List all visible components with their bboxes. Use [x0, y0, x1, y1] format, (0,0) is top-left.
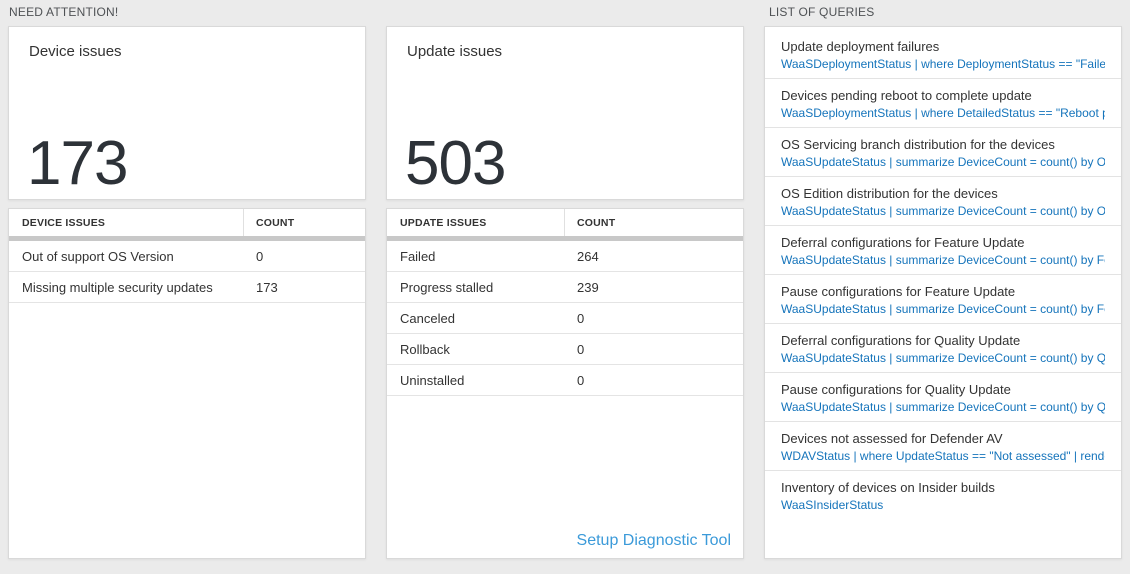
- query-list-item[interactable]: Inventory of devices on Insider builds W…: [765, 471, 1121, 519]
- query-list-item[interactable]: Update deployment failures WaaSDeploymen…: [765, 27, 1121, 79]
- query-list-item[interactable]: Pause configurations for Quality Update …: [765, 373, 1121, 422]
- device-issues-count: 173: [27, 129, 128, 198]
- query-title: Pause configurations for Quality Update: [781, 382, 1011, 397]
- issue-count: 0: [256, 248, 264, 264]
- update-issues-column-header: UPDATE ISSUES: [387, 209, 565, 236]
- table-row[interactable]: Missing multiple security updates 173: [9, 272, 365, 303]
- issue-label: Rollback: [400, 341, 450, 357]
- issue-label: Canceled: [400, 310, 455, 326]
- query-list-item[interactable]: Deferral configurations for Quality Upda…: [765, 324, 1121, 373]
- device-issues-column-header: DEVICE ISSUES: [9, 209, 244, 236]
- table-header-band: [387, 236, 743, 241]
- issue-count: 173: [256, 279, 278, 295]
- query-title: Devices not assessed for Defender AV: [781, 431, 1003, 446]
- list-of-queries-section-label: LIST OF QUERIES: [769, 5, 875, 19]
- table-row[interactable]: Out of support OS Version 0: [9, 241, 365, 272]
- query-list-item[interactable]: Devices pending reboot to complete updat…: [765, 79, 1121, 128]
- device-issues-table: DEVICE ISSUES COUNT Out of support OS Ve…: [8, 208, 366, 559]
- query-text-link[interactable]: WaaSUpdateStatus | summarize DeviceCount…: [781, 253, 1105, 267]
- table-row[interactable]: Failed 264: [387, 241, 743, 272]
- setup-diagnostic-tool-link[interactable]: Setup Diagnostic Tool: [576, 532, 731, 549]
- issue-count: 239: [577, 279, 599, 295]
- query-text-link[interactable]: WaaSUpdateStatus | summarize DeviceCount…: [781, 302, 1105, 316]
- update-issues-count: 503: [405, 129, 506, 198]
- query-text-link[interactable]: WaaSDeploymentStatus | where DetailedSta…: [781, 106, 1105, 120]
- query-text-link[interactable]: WaaSInsiderStatus: [781, 498, 884, 512]
- issue-label: Uninstalled: [400, 372, 465, 388]
- query-title: Deferral configurations for Feature Upda…: [781, 235, 1025, 250]
- query-list-item[interactable]: Deferral configurations for Feature Upda…: [765, 226, 1121, 275]
- device-issues-tile[interactable]: Device issues 173: [8, 26, 366, 200]
- issue-label: Missing multiple security updates: [22, 279, 213, 295]
- count-column-header: COUNT: [577, 216, 616, 229]
- device-issues-table-header: DEVICE ISSUES COUNT: [9, 209, 365, 236]
- issue-label: Progress stalled: [400, 279, 494, 295]
- query-title: Devices pending reboot to complete updat…: [781, 88, 1032, 103]
- query-list-panel: Update deployment failures WaaSDeploymen…: [764, 26, 1122, 559]
- update-issues-title: Update issues: [407, 43, 503, 60]
- table-row[interactable]: Canceled 0: [387, 303, 743, 334]
- table-row[interactable]: Rollback 0: [387, 334, 743, 365]
- table-row[interactable]: Uninstalled 0: [387, 365, 743, 396]
- update-issues-table: UPDATE ISSUES COUNT Failed 264 Progress …: [386, 208, 744, 559]
- query-list-item[interactable]: Devices not assessed for Defender AV WDA…: [765, 422, 1121, 471]
- issue-count: 0: [577, 372, 585, 388]
- query-text-link[interactable]: WDAVStatus | where UpdateStatus == "Not …: [781, 449, 1105, 463]
- query-text-link[interactable]: WaaSUpdateStatus | summarize DeviceCount…: [781, 204, 1105, 218]
- query-title: Pause configurations for Feature Update: [781, 284, 1016, 299]
- table-header-band: [9, 236, 365, 241]
- issue-count: 0: [577, 341, 585, 357]
- query-list-item[interactable]: Pause configurations for Feature Update …: [765, 275, 1121, 324]
- query-text-link[interactable]: WaaSUpdateStatus | summarize DeviceCount…: [781, 351, 1105, 365]
- count-column-header: COUNT: [256, 216, 295, 229]
- query-text-link[interactable]: WaaSUpdateStatus | summarize DeviceCount…: [781, 400, 1105, 414]
- query-title: OS Servicing branch distribution for the…: [781, 137, 1055, 152]
- issue-label: Failed: [400, 248, 436, 264]
- issue-label: Out of support OS Version: [22, 248, 174, 264]
- query-title: Inventory of devices on Insider builds: [781, 480, 995, 495]
- query-title: Update deployment failures: [781, 39, 940, 54]
- query-text-link[interactable]: WaaSDeploymentStatus | where DeploymentS…: [781, 57, 1105, 71]
- query-title: OS Edition distribution for the devices: [781, 186, 998, 201]
- update-issues-table-header: UPDATE ISSUES COUNT: [387, 209, 743, 236]
- query-title: Deferral configurations for Quality Upda…: [781, 333, 1021, 348]
- query-list-item[interactable]: OS Servicing branch distribution for the…: [765, 128, 1121, 177]
- query-text-link[interactable]: WaaSUpdateStatus | summarize DeviceCount…: [781, 155, 1105, 169]
- update-issues-tile[interactable]: Update issues 503: [386, 26, 744, 200]
- need-attention-section-label: NEED ATTENTION!: [9, 5, 119, 19]
- issue-count: 264: [577, 248, 599, 264]
- device-issues-title: Device issues: [29, 43, 122, 60]
- issue-count: 0: [577, 310, 585, 326]
- table-row[interactable]: Progress stalled 239: [387, 272, 743, 303]
- query-list-item[interactable]: OS Edition distribution for the devices …: [765, 177, 1121, 226]
